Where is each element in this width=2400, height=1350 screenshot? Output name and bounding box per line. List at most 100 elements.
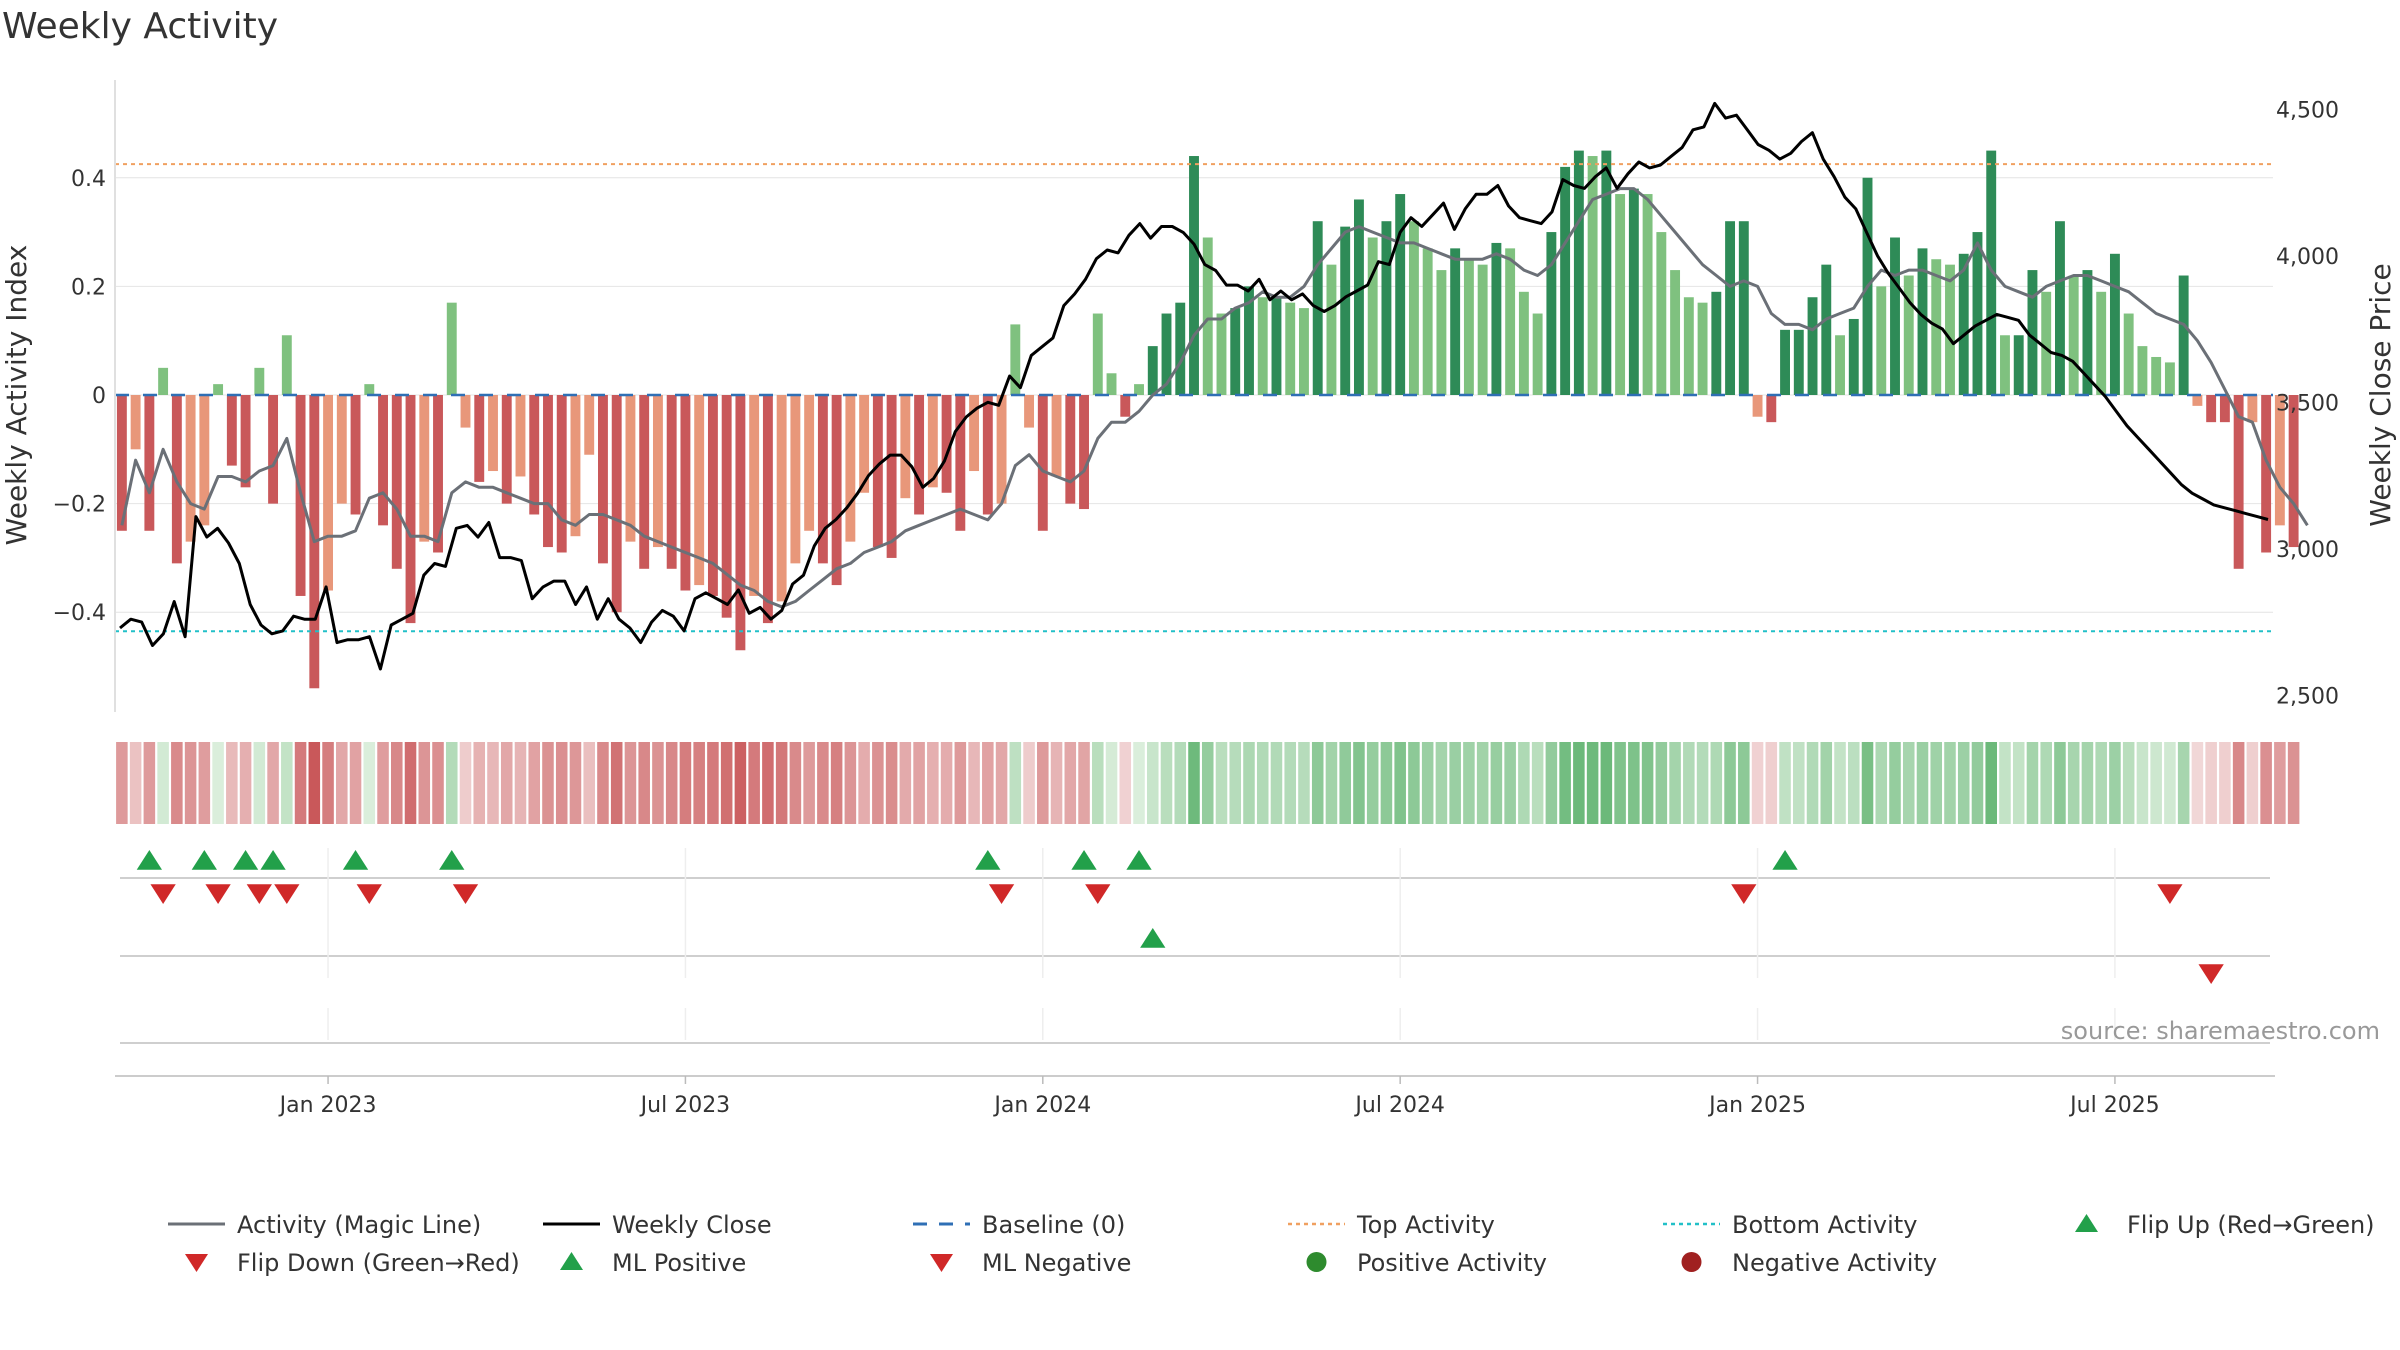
activity-bar bbox=[1024, 395, 1035, 428]
activity-bar bbox=[1381, 221, 1392, 395]
flip-up-marker bbox=[136, 850, 163, 870]
heat-cell bbox=[239, 742, 252, 824]
heat-cell bbox=[789, 742, 802, 824]
activity-bar bbox=[1134, 384, 1144, 395]
legend: Activity (Magic Line) Weekly Close Baselin… bbox=[168, 1211, 2375, 1277]
heat-cell bbox=[1463, 742, 1475, 824]
heat-cell bbox=[1023, 742, 1035, 824]
activity-bar bbox=[1532, 313, 1543, 395]
activity-bar bbox=[1835, 335, 1845, 395]
activity-bar bbox=[2274, 395, 2285, 526]
heat-cell bbox=[555, 742, 568, 824]
heat-cell bbox=[336, 742, 348, 824]
y-left-tick-label: −0.2 bbox=[53, 493, 106, 518]
heat-cell bbox=[1188, 742, 1200, 824]
heat-cell bbox=[1641, 742, 1654, 824]
heat-cell bbox=[198, 742, 211, 824]
heat-cell bbox=[1614, 742, 1626, 824]
y-left-tick-label: −0.4 bbox=[53, 601, 106, 626]
activity-bar bbox=[2055, 221, 2065, 395]
activity-bar bbox=[2013, 335, 2024, 395]
activity-bar bbox=[1037, 395, 1048, 531]
heat-cell bbox=[1366, 742, 1379, 824]
activity-bar bbox=[1271, 297, 1282, 395]
heat-cell bbox=[500, 742, 513, 824]
heat-cell bbox=[1476, 742, 1489, 824]
heat-cell bbox=[2067, 742, 2080, 824]
activity-bar bbox=[213, 384, 224, 395]
legend-label: Flip Up (Red→Green) bbox=[2127, 1211, 2375, 1239]
heat-cell bbox=[1985, 742, 1997, 824]
heat-cell bbox=[363, 742, 376, 824]
activity-bar bbox=[900, 395, 911, 499]
activity-bar bbox=[969, 395, 980, 472]
activity-bar bbox=[1505, 248, 1516, 395]
x-tick-label: Jul 2024 bbox=[1353, 1093, 1445, 1118]
activity-bar bbox=[598, 395, 608, 564]
heat-cell bbox=[927, 742, 939, 824]
activity-bar bbox=[2096, 291, 2107, 395]
heat-cell bbox=[542, 742, 554, 824]
activity-bar bbox=[323, 395, 333, 591]
activity-bar bbox=[2219, 395, 2230, 423]
heat-cell bbox=[748, 742, 760, 824]
flip-down-marker bbox=[246, 884, 272, 904]
heat-cell bbox=[226, 742, 238, 824]
activity-bar bbox=[1106, 373, 1117, 395]
activity-bar bbox=[1546, 232, 1557, 395]
heat-cell bbox=[2081, 742, 2094, 824]
heat-cell bbox=[432, 742, 444, 824]
x-tick-label: Jan 2023 bbox=[278, 1093, 377, 1118]
heat-cell bbox=[679, 742, 692, 824]
heat-cell bbox=[2274, 742, 2286, 824]
flip-up-marker bbox=[1126, 850, 1152, 870]
heat-cell bbox=[1174, 742, 1187, 824]
activity-bar bbox=[1766, 395, 1777, 423]
y-left-tick-label: 0.4 bbox=[71, 167, 106, 192]
heat-cell bbox=[1490, 742, 1503, 824]
activity-bar bbox=[1683, 297, 1694, 395]
activity-bar bbox=[501, 395, 512, 504]
activity-heat-strip bbox=[116, 742, 2300, 824]
activity-bar bbox=[1450, 248, 1461, 395]
heat-cell bbox=[775, 742, 788, 824]
heat-cell bbox=[652, 742, 664, 824]
heat-cell bbox=[1353, 742, 1365, 824]
flip-up-marker bbox=[1071, 850, 1097, 870]
activity-bar bbox=[1890, 237, 1900, 395]
activity-bar bbox=[1518, 291, 1529, 395]
activity-bar bbox=[405, 395, 416, 624]
activity-bar bbox=[1422, 248, 1433, 395]
heat-cell bbox=[2191, 742, 2204, 824]
weekly-close-line bbox=[119, 101, 2269, 671]
activity-bar bbox=[652, 395, 663, 548]
activity-bar bbox=[2164, 362, 2175, 395]
heat-cell bbox=[459, 742, 472, 824]
heat-cell bbox=[253, 742, 266, 824]
heat-cell bbox=[1270, 742, 1283, 824]
heat-cell bbox=[1201, 742, 1214, 824]
heat-cell bbox=[1339, 742, 1351, 824]
activity-bar bbox=[790, 395, 801, 564]
activity-bar bbox=[350, 395, 361, 515]
heat-cell bbox=[528, 742, 541, 824]
heat-cell bbox=[2040, 742, 2052, 824]
activity-bar bbox=[268, 395, 279, 504]
activity-bar bbox=[2109, 253, 2120, 395]
heat-cell bbox=[1889, 742, 1901, 824]
heat-cell bbox=[665, 742, 678, 824]
activity-bar bbox=[1285, 302, 1296, 395]
flip-up-marker bbox=[342, 850, 369, 870]
activity-bar bbox=[1079, 395, 1089, 510]
activity-bar bbox=[1573, 150, 1584, 395]
heat-cell bbox=[1380, 742, 1393, 824]
magic-line bbox=[120, 187, 2309, 609]
heat-cell bbox=[2287, 742, 2300, 824]
activity-bar bbox=[1752, 395, 1763, 417]
legend-item-magic: Activity (Magic Line) bbox=[168, 1211, 481, 1239]
activity-bar bbox=[584, 395, 595, 455]
activity-bar bbox=[2178, 275, 2189, 395]
flip-down-marker bbox=[274, 884, 300, 904]
heat-cell bbox=[2260, 742, 2272, 824]
heat-cell bbox=[487, 742, 499, 824]
